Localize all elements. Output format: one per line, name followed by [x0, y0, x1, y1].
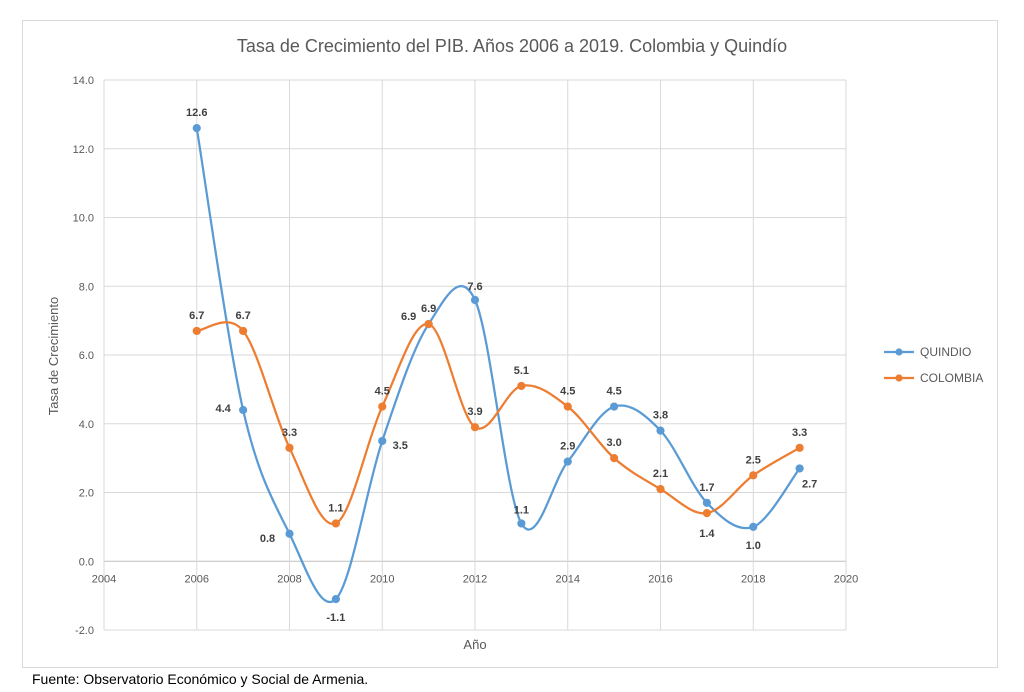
data-label-quindio: 1.0 [746, 540, 761, 552]
data-point-quindio [470, 295, 480, 305]
series-lines [192, 124, 804, 604]
data-label-quindio: 2.9 [560, 441, 575, 453]
data-label-quindio: 4.4 [215, 403, 231, 415]
data-label-quindio: 3.5 [393, 440, 408, 452]
x-axis-title: Año [463, 637, 486, 652]
data-label-quindio: 4.5 [606, 386, 621, 398]
data-label-quindio: 1.7 [699, 482, 714, 494]
data-point-quindio [563, 457, 572, 466]
data-label-quindio: 6.9 [401, 311, 416, 323]
legend-marker-quindio [895, 348, 903, 356]
data-label-quindio: 7.6 [467, 281, 482, 293]
data-label-colombia: 1.1 [328, 502, 343, 514]
chart-title: Tasa de Crecimiento del PIB. Años 2006 a… [237, 36, 787, 56]
x-tick-label: 2010 [370, 573, 394, 585]
data-point-colombia [702, 509, 711, 518]
legend-label-quindio: QUINDIO [920, 345, 971, 359]
x-tick-label: 2006 [185, 573, 209, 585]
data-point-quindio [795, 464, 804, 473]
y-tick-label: 12.0 [73, 144, 94, 156]
data-label-colombia: 6.7 [235, 310, 250, 322]
chart-frame [22, 20, 998, 668]
data-label-quindio: 3.8 [653, 410, 668, 422]
x-tick-label: 2016 [648, 573, 672, 585]
data-point-quindio [517, 519, 526, 528]
data-label-colombia: 3.0 [606, 437, 621, 449]
data-point-quindio [378, 436, 387, 446]
data-label-colombia: 2.5 [746, 454, 761, 466]
data-label-colombia: 6.9 [421, 303, 436, 315]
data-label-quindio: 12.6 [186, 107, 207, 119]
data-point-quindio [192, 124, 201, 133]
x-tick-label: 2020 [834, 573, 858, 585]
data-point-quindio [285, 529, 294, 538]
y-tick-label: 4.0 [79, 419, 94, 431]
data-point-quindio [610, 402, 619, 411]
x-tick-label: 2004 [92, 573, 116, 585]
data-labels: 12.6 4.4 0.8 -1.1 3.5 6.9 7.6 1.1 2.9 4.5 3.8 1.7 1.… [186, 107, 817, 624]
data-point-colombia [656, 484, 665, 494]
data-point-quindio [239, 405, 248, 415]
legend-label-colombia: COLOMBIA [920, 371, 983, 385]
data-label-colombia: 4.5 [375, 386, 390, 398]
data-label-quindio: -1.1 [326, 612, 345, 624]
y-axis-title: Tasa de Crecimiento [46, 297, 61, 416]
data-point-colombia [378, 402, 387, 411]
y-tick-label: 0.0 [79, 556, 94, 568]
data-label-colombia: 3.3 [792, 427, 807, 439]
data-point-colombia [470, 423, 480, 432]
y-tick-label: 2.0 [79, 488, 94, 500]
data-label-colombia: 3.9 [467, 406, 482, 418]
data-label-colombia: 6.7 [189, 310, 204, 322]
y-tick-label: 6.0 [79, 350, 94, 362]
y-tick-label: 8.0 [79, 281, 94, 293]
data-point-colombia [563, 402, 572, 411]
data-point-colombia [239, 326, 248, 336]
data-label-quindio: 2.7 [802, 478, 817, 490]
data-point-colombia [331, 519, 340, 528]
data-label-colombia: 4.5 [560, 386, 575, 398]
x-tick-label: 2012 [463, 573, 487, 585]
data-point-colombia [285, 443, 294, 452]
data-label-quindio: 1.1 [514, 504, 529, 516]
data-label-colombia: 3.3 [282, 427, 297, 439]
y-tick-label: -2.0 [75, 625, 94, 637]
legend: QUINDIO COLOMBIA [884, 345, 983, 385]
data-point-colombia [517, 381, 526, 391]
data-point-colombia [795, 443, 804, 452]
x-tick-label: 2014 [556, 573, 580, 585]
data-point-quindio [749, 522, 758, 531]
legend-marker-colombia [895, 374, 903, 382]
data-label-colombia: 2.1 [653, 468, 668, 480]
source-note: Fuente: Observatorio Económico y Social … [32, 671, 369, 687]
y-tick-label: 14.0 [73, 75, 94, 87]
data-point-quindio [702, 498, 711, 507]
data-point-colombia [749, 471, 758, 480]
data-label-quindio: 0.8 [260, 533, 275, 545]
data-point-quindio [331, 594, 340, 604]
gridlines [103, 79, 847, 631]
x-tick-label: 2008 [277, 573, 301, 585]
data-point-colombia [424, 319, 433, 329]
data-point-quindio [656, 426, 665, 435]
data-point-colombia [192, 326, 201, 336]
x-tick-label: 2018 [741, 573, 765, 585]
data-label-colombia: 1.4 [699, 528, 715, 540]
tick-labels: -2.0 0.0 2.0 4.0 6.0 8.0 10.0 12.0 14.0 2004 2006 2… [73, 75, 859, 637]
data-point-colombia [610, 454, 619, 463]
data-label-colombia: 5.1 [514, 365, 529, 377]
y-tick-label: 10.0 [73, 213, 94, 225]
